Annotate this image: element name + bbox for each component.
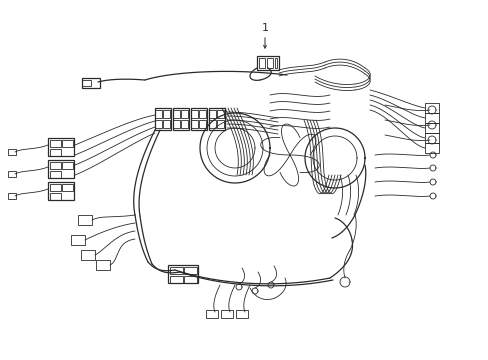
Bar	[266, 58, 272, 68]
Bar	[199, 120, 205, 128]
Bar	[173, 120, 180, 128]
Bar	[424, 113, 438, 123]
Bar	[82, 78, 100, 88]
Bar	[257, 56, 279, 70]
Bar	[62, 162, 73, 169]
Bar	[236, 310, 247, 318]
Bar	[155, 120, 162, 128]
Bar	[8, 193, 16, 199]
Bar	[168, 265, 198, 283]
Bar	[62, 140, 73, 147]
Bar	[82, 80, 91, 86]
Bar	[259, 58, 264, 68]
Bar	[208, 108, 224, 130]
Bar	[155, 110, 162, 118]
Bar	[96, 260, 110, 270]
Bar	[170, 267, 183, 274]
Bar	[163, 110, 170, 118]
Bar	[50, 193, 61, 200]
Bar	[208, 120, 216, 128]
Bar	[71, 235, 85, 245]
Bar	[183, 267, 197, 274]
Bar	[173, 108, 189, 130]
Bar	[208, 110, 216, 118]
Bar	[48, 160, 74, 178]
Bar	[221, 310, 232, 318]
Bar	[8, 171, 16, 177]
Bar	[191, 108, 206, 130]
Bar	[155, 108, 171, 130]
Bar	[181, 110, 187, 118]
Bar	[48, 138, 74, 156]
Bar	[199, 110, 205, 118]
Bar	[50, 171, 61, 178]
Bar	[424, 133, 438, 143]
Bar	[50, 162, 61, 169]
Bar	[50, 184, 61, 191]
Bar	[48, 182, 74, 200]
Bar	[217, 120, 224, 128]
Bar	[205, 310, 218, 318]
Bar	[8, 149, 16, 155]
Text: 1: 1	[261, 23, 268, 33]
Bar	[181, 120, 187, 128]
Bar	[163, 120, 170, 128]
Bar	[217, 110, 224, 118]
Bar	[173, 110, 180, 118]
Bar	[191, 110, 198, 118]
Bar	[50, 149, 61, 156]
Bar	[170, 276, 183, 283]
Bar	[191, 120, 198, 128]
Bar	[274, 58, 276, 68]
Bar	[81, 250, 95, 260]
Bar	[424, 143, 438, 153]
Bar	[62, 184, 73, 191]
Bar	[424, 103, 438, 113]
Bar	[424, 123, 438, 133]
Bar	[78, 215, 92, 225]
Bar	[183, 276, 197, 283]
Bar	[50, 140, 61, 147]
